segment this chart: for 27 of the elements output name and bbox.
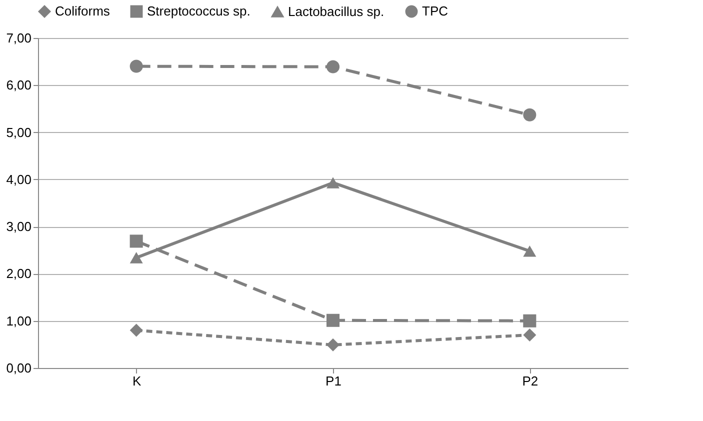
point xyxy=(523,328,536,342)
point xyxy=(523,245,536,257)
legend-label: Lactobacillus sp. xyxy=(288,4,384,19)
point xyxy=(326,338,340,352)
point xyxy=(130,60,143,73)
y-tick-label: 5,00 xyxy=(6,124,32,140)
y-tick-label: 7,00 xyxy=(6,30,32,46)
point xyxy=(130,234,143,248)
x-tick-label: P1 xyxy=(326,374,342,388)
y-tick-label: 2,00 xyxy=(6,266,32,282)
x-tick-label: K xyxy=(132,374,142,388)
y-tick-label: 6,00 xyxy=(6,78,32,93)
x-tick-label: P2 xyxy=(522,374,538,388)
legend-label: Coliforms xyxy=(55,4,110,19)
point xyxy=(130,252,143,264)
point xyxy=(130,324,143,337)
point xyxy=(326,60,340,74)
y-tick-label: 4,00 xyxy=(6,172,32,187)
point xyxy=(326,177,340,188)
point xyxy=(523,314,536,328)
legend-label: TPC xyxy=(422,4,448,19)
y-tick-label: 1,00 xyxy=(6,313,32,328)
point xyxy=(523,108,536,122)
legend-label: Streptococcus sp. xyxy=(147,4,250,19)
y-tick-label: 3,00 xyxy=(6,219,32,234)
y-tick-label: 0,00 xyxy=(6,360,32,376)
point xyxy=(326,314,340,327)
